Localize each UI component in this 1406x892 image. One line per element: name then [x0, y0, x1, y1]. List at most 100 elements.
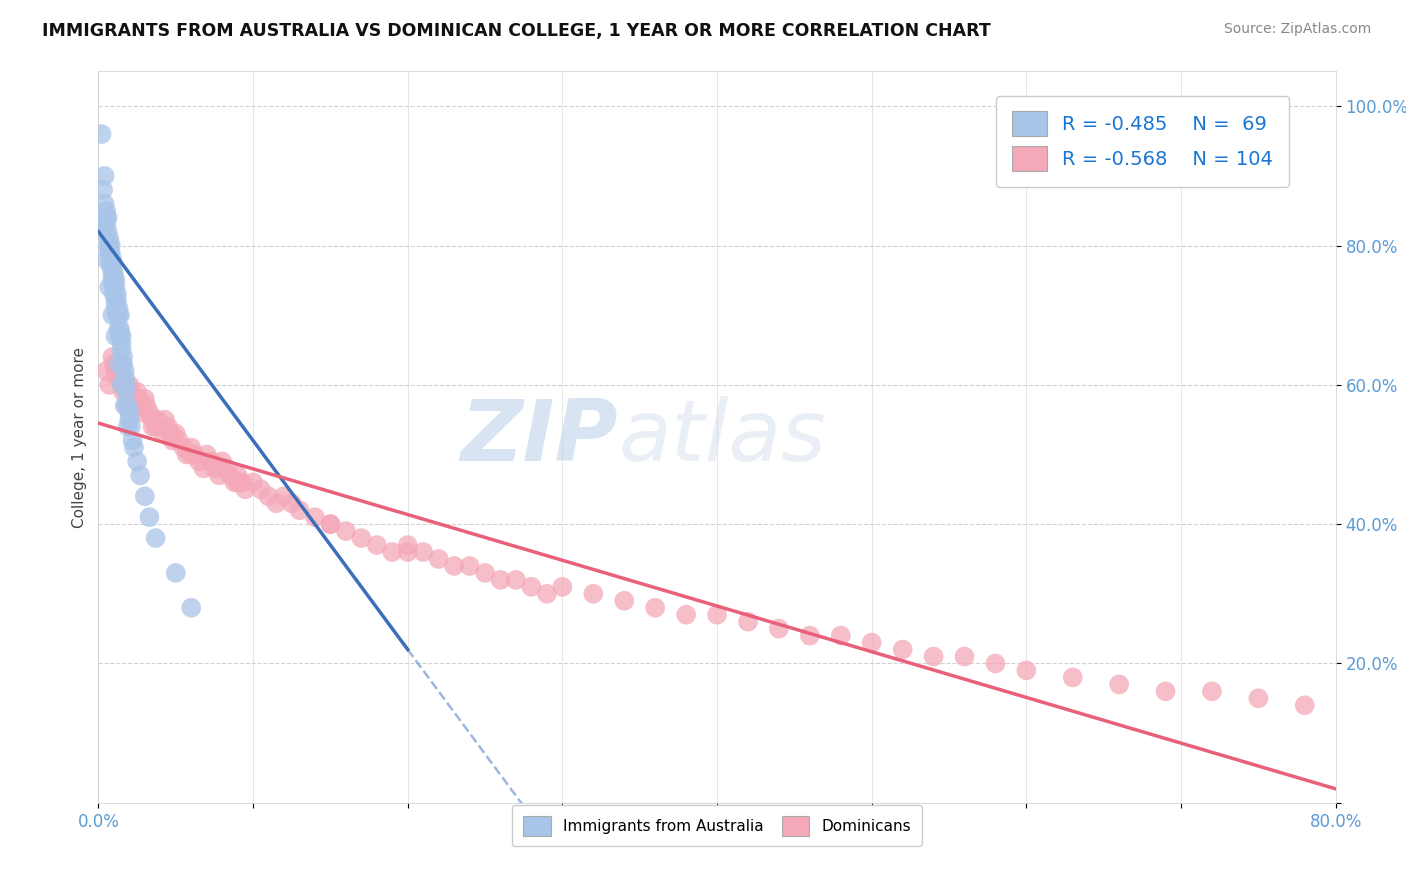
Point [233, 483, 257, 497]
Point [128, 392, 150, 406]
Point [288, 503, 311, 517]
Legend: Immigrants from Australia, Dominicans: Immigrants from Australia, Dominicans [512, 805, 922, 847]
Point [505, 573, 527, 587]
Point [107, 322, 129, 336]
Point [138, 510, 160, 524]
Point [96, 218, 118, 232]
Point [613, 594, 636, 608]
Point [111, 329, 132, 343]
Point [335, 524, 357, 538]
Point [129, 399, 152, 413]
Point [96, 252, 118, 267]
Point [211, 454, 233, 468]
Point [120, 384, 142, 399]
Point [1247, 691, 1270, 706]
Point [104, 364, 127, 378]
Point [165, 566, 187, 580]
Text: IMMIGRANTS FROM AUSTRALIA VS DOMINICAN COLLEGE, 1 YEAR OR MORE CORRELATION CHART: IMMIGRANTS FROM AUSTRALIA VS DOMINICAN C… [42, 22, 991, 40]
Point [93, 196, 115, 211]
Point [242, 475, 264, 490]
Point [215, 461, 238, 475]
Point [112, 357, 135, 371]
Point [120, 419, 142, 434]
Point [105, 287, 128, 301]
Point [273, 489, 295, 503]
Text: ZIP: ZIP [460, 395, 619, 479]
Point [115, 384, 138, 399]
Point [108, 322, 131, 336]
Point [226, 475, 249, 490]
Point [122, 399, 145, 413]
Point [104, 294, 127, 309]
Point [101, 308, 124, 322]
Point [153, 412, 176, 426]
Point [180, 600, 202, 615]
Point [152, 426, 174, 441]
Point [115, 399, 138, 413]
Point [536, 587, 558, 601]
Point [100, 245, 122, 260]
Point [111, 336, 132, 351]
Point [107, 301, 129, 316]
Point [157, 419, 180, 434]
Point [103, 280, 125, 294]
Point [107, 357, 129, 371]
Point [180, 448, 202, 462]
Point [396, 538, 419, 552]
Point [224, 475, 246, 490]
Point [799, 629, 821, 643]
Point [98, 377, 121, 392]
Point [108, 308, 131, 322]
Point [91, 183, 114, 197]
Point [122, 441, 145, 455]
Point [172, 441, 194, 455]
Point [108, 329, 131, 343]
Point [226, 468, 249, 483]
Point [104, 273, 127, 287]
Point [91, 225, 114, 239]
Point [891, 642, 914, 657]
Point [145, 419, 167, 434]
Point [200, 454, 222, 468]
Point [737, 615, 759, 629]
Point [112, 384, 135, 399]
Point [953, 649, 976, 664]
Point [97, 211, 120, 225]
Point [100, 260, 122, 274]
Point [112, 350, 135, 364]
Point [118, 412, 141, 426]
Point [551, 580, 574, 594]
Point [984, 657, 1007, 671]
Point [396, 545, 419, 559]
Point [443, 558, 465, 573]
Point [96, 203, 118, 218]
Point [96, 211, 118, 225]
Point [131, 406, 153, 420]
Point [304, 510, 326, 524]
Point [104, 301, 127, 316]
Point [104, 280, 127, 294]
Text: Source: ZipAtlas.com: Source: ZipAtlas.com [1223, 22, 1371, 37]
Point [117, 419, 139, 434]
Point [93, 169, 115, 183]
Point [165, 426, 187, 441]
Point [101, 260, 124, 274]
Point [675, 607, 697, 622]
Point [104, 329, 127, 343]
Point [90, 127, 112, 141]
Point [121, 434, 143, 448]
Point [98, 280, 121, 294]
Text: atlas: atlas [619, 395, 827, 479]
Point [117, 399, 139, 413]
Point [458, 558, 481, 573]
Point [1108, 677, 1130, 691]
Point [1154, 684, 1177, 698]
Point [264, 496, 288, 510]
Point [135, 399, 157, 413]
Point [768, 622, 790, 636]
Point [98, 231, 121, 245]
Point [281, 496, 304, 510]
Point [1062, 670, 1084, 684]
Point [98, 238, 121, 252]
Point [98, 245, 121, 260]
